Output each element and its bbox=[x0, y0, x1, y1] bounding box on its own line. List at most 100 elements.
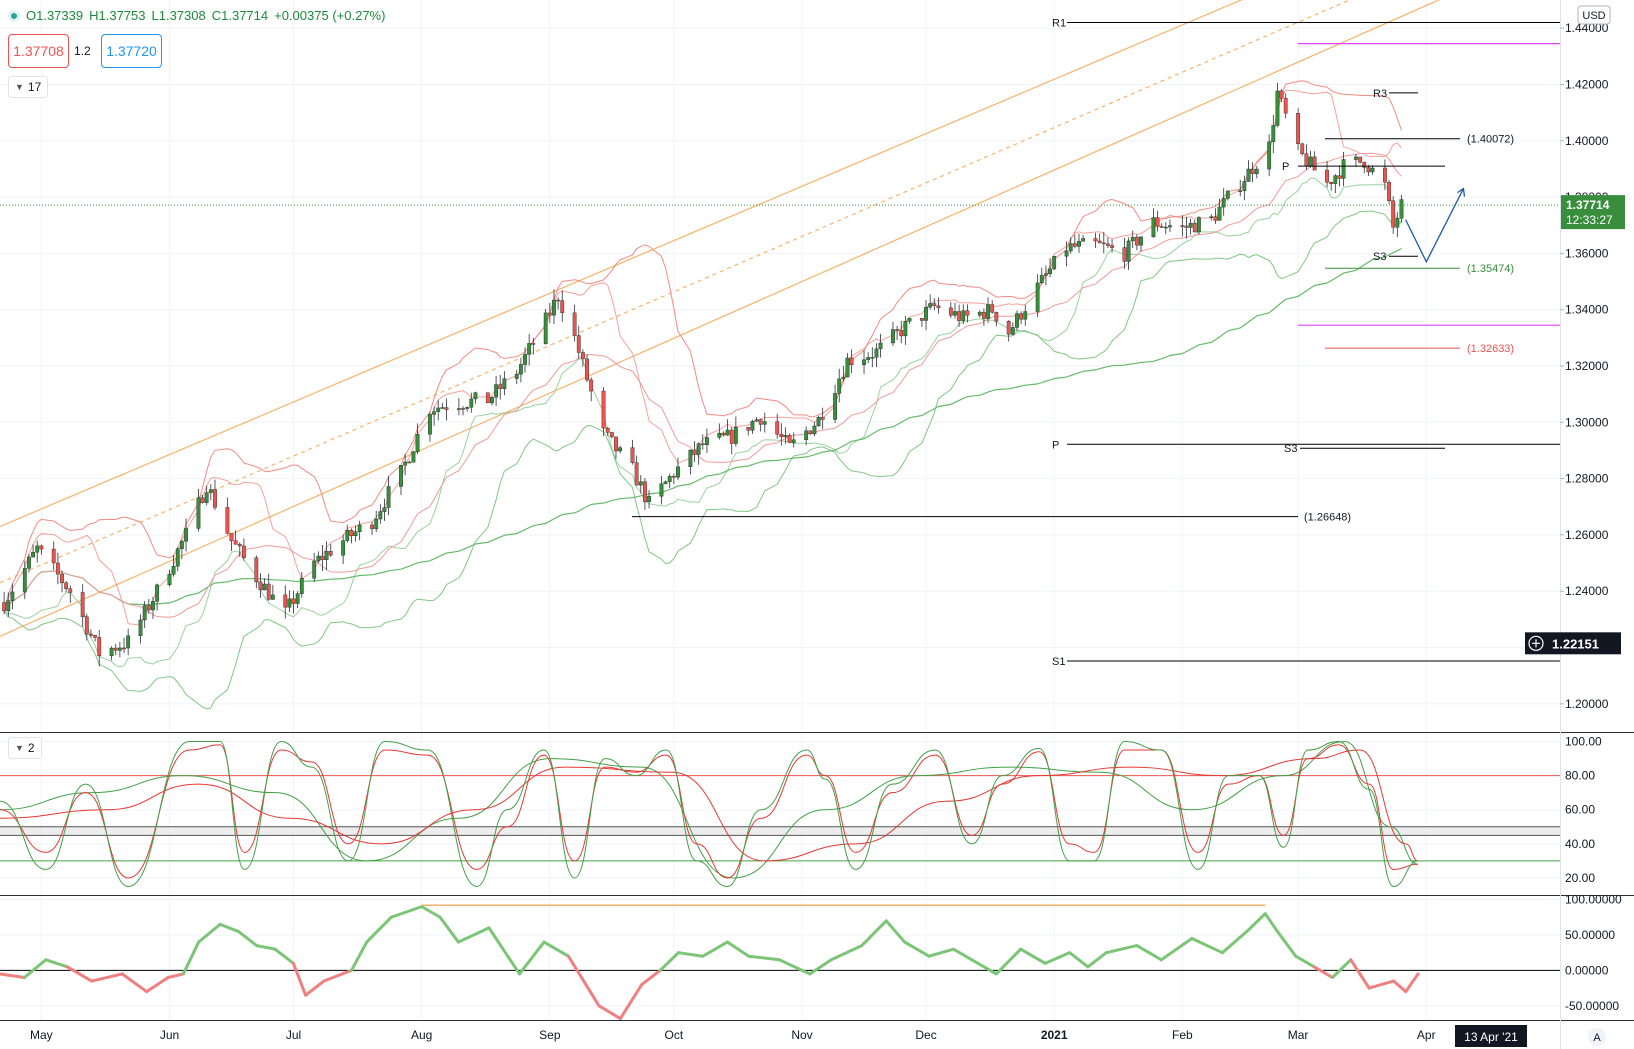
candle-body bbox=[514, 373, 519, 379]
momentum-segment bbox=[1019, 947, 1047, 965]
currency-badge[interactable] bbox=[1577, 5, 1611, 25]
candle-body bbox=[502, 378, 507, 389]
channel-lower-line bbox=[0, 0, 1441, 637]
candle-body bbox=[357, 524, 362, 532]
crosshair-price-box[interactable] bbox=[1525, 632, 1621, 655]
momentum-segment bbox=[860, 919, 888, 948]
candle-body bbox=[1296, 113, 1301, 145]
candle-body bbox=[2, 602, 7, 612]
candle-body bbox=[171, 565, 176, 575]
candle-body bbox=[758, 419, 763, 425]
momentum-segment bbox=[44, 958, 69, 969]
candle-body bbox=[320, 555, 325, 561]
candle-body bbox=[287, 598, 292, 608]
momentum-segment bbox=[322, 968, 353, 983]
candle-body bbox=[403, 461, 408, 466]
cursor-date-label: 13 Apr '21 bbox=[1464, 1030, 1518, 1044]
ohlc-legend: O1.37339 H1.37753 L1.37308 C1.37714 +0.0… bbox=[8, 8, 385, 23]
level-s3-upper-label: S3 bbox=[1373, 251, 1386, 263]
candle-body bbox=[109, 647, 114, 657]
candle-body bbox=[1325, 169, 1329, 183]
momentum-segment bbox=[542, 940, 570, 958]
candle-body bbox=[1052, 256, 1057, 270]
stoch-tick-label: 80.00 bbox=[1565, 769, 1595, 783]
candle-body bbox=[560, 300, 565, 314]
momentum-segment bbox=[487, 926, 522, 976]
stochastic-pane[interactable] bbox=[0, 741, 1560, 887]
candle-body bbox=[378, 511, 383, 520]
candle-body bbox=[233, 540, 238, 545]
price-indicators-count: 17 bbox=[27, 80, 42, 94]
candle-body bbox=[22, 568, 27, 593]
candle-body bbox=[436, 407, 441, 412]
candle-body bbox=[31, 551, 35, 558]
momentum-segment bbox=[808, 958, 833, 976]
plus-icon bbox=[1532, 639, 1540, 648]
candle-body bbox=[1126, 240, 1131, 262]
ma-mid-line bbox=[3, 152, 1402, 618]
momentum-segment bbox=[1312, 965, 1334, 979]
sell-button[interactable]: 1.37708 bbox=[8, 34, 69, 68]
candle-body bbox=[1168, 225, 1172, 228]
candle-body bbox=[113, 647, 118, 651]
price-tick-label: 1.28000 bbox=[1565, 472, 1609, 486]
stoch-mid-band bbox=[0, 826, 1560, 836]
momentum-segment bbox=[1263, 912, 1279, 933]
time-label: Nov bbox=[791, 1028, 812, 1042]
candle-body bbox=[605, 427, 610, 433]
candle-body bbox=[812, 425, 817, 435]
candle-body bbox=[1387, 181, 1391, 202]
candle-body bbox=[200, 497, 205, 503]
candle-body bbox=[1383, 167, 1387, 183]
auto-scale-button[interactable] bbox=[1588, 1028, 1606, 1046]
candle-body bbox=[1333, 175, 1338, 184]
candle-body bbox=[461, 408, 465, 410]
level-p-upper-label: P bbox=[1282, 161, 1289, 173]
candle-body bbox=[936, 305, 941, 309]
price-tick-label: 1.24000 bbox=[1565, 584, 1609, 598]
candle-body bbox=[750, 421, 755, 431]
momentum-segment bbox=[1190, 937, 1224, 955]
momentum-segment bbox=[1043, 951, 1072, 965]
stoch-indicators-toggle[interactable]: ▼ 2 bbox=[8, 737, 42, 759]
price-pane[interactable]: R1 R3 (1.40072) P S3 (1.35474) (1.32633) P S3 (1.… bbox=[0, 0, 1560, 710]
stoch-tick-label: 60.00 bbox=[1565, 803, 1595, 817]
candle-body bbox=[179, 541, 184, 549]
candle-body bbox=[948, 307, 953, 316]
candle-body bbox=[547, 312, 552, 316]
plus-circle-icon[interactable] bbox=[1528, 635, 1544, 651]
momentum-segment bbox=[349, 940, 369, 972]
momentum-segment bbox=[951, 947, 980, 965]
momentum-segment bbox=[777, 958, 812, 976]
candle-body bbox=[55, 562, 60, 575]
candle-body bbox=[415, 434, 420, 453]
level-r3-label: R3 bbox=[1373, 88, 1387, 100]
momentum-segment bbox=[1392, 979, 1408, 994]
candle-body bbox=[1006, 320, 1011, 335]
candle-body bbox=[237, 544, 242, 547]
candle-body bbox=[432, 411, 436, 415]
buy-button[interactable]: 1.37720 bbox=[101, 34, 162, 68]
candle-body bbox=[891, 329, 895, 344]
candle-body bbox=[957, 311, 962, 321]
market-status-icon[interactable] bbox=[8, 9, 20, 22]
candle-body bbox=[870, 357, 875, 359]
candle-body bbox=[1081, 238, 1086, 242]
candle-body bbox=[1238, 190, 1243, 192]
price-indicators-toggle[interactable]: ▼ 17 bbox=[8, 76, 49, 98]
candle-body bbox=[80, 592, 85, 618]
candle-body bbox=[204, 492, 209, 503]
candle-body bbox=[523, 354, 527, 365]
candle-body bbox=[634, 462, 639, 486]
candle-body bbox=[1209, 216, 1214, 218]
candle-body bbox=[469, 398, 474, 408]
momentum-segment bbox=[658, 951, 680, 972]
candle-body bbox=[324, 550, 329, 561]
candle-body bbox=[1019, 313, 1024, 320]
candle-body bbox=[1134, 236, 1139, 246]
candle-body bbox=[64, 582, 69, 589]
momentum-pane[interactable] bbox=[0, 904, 1560, 1020]
candle-body bbox=[1093, 238, 1098, 242]
candle-body bbox=[953, 311, 957, 316]
